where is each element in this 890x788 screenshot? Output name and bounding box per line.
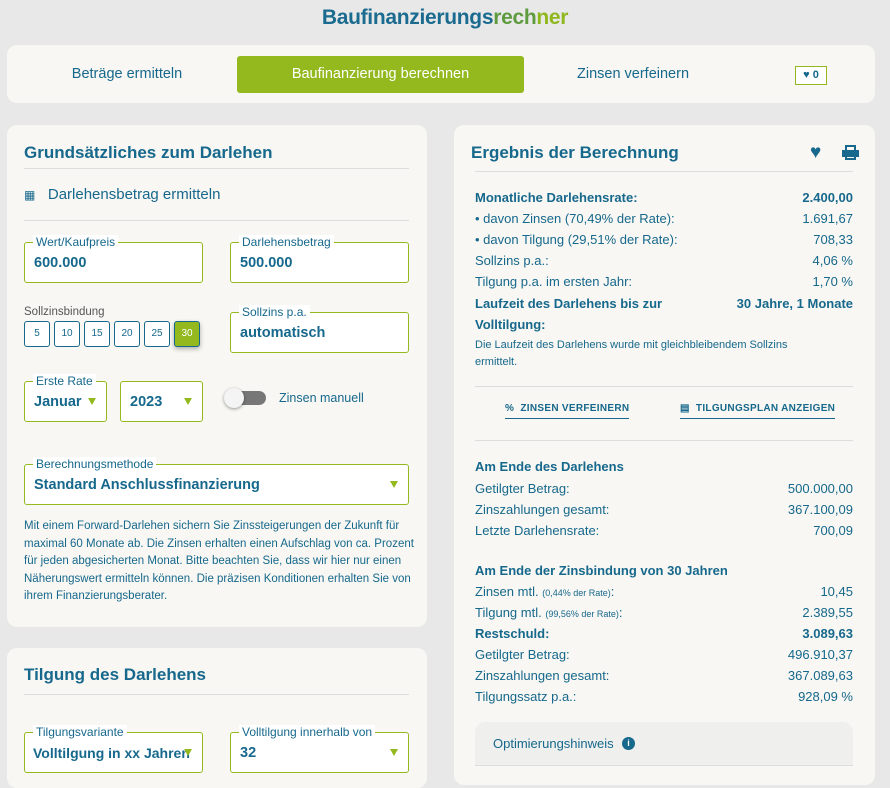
darlehensbetrag-input[interactable]: Darlehensbetrag 500.000: [230, 235, 409, 283]
result-row: Getilgter Betrag: 500.000,00: [475, 481, 853, 496]
kaufpreis-input[interactable]: Wert/Kaufpreis 600.000: [24, 235, 203, 283]
result-row: Restschuld: 3.089,63: [475, 626, 853, 641]
tilgung-card: Tilgung des Darlehens Tilgungsvariante Vo…: [7, 648, 427, 788]
chevron-down-icon: [390, 481, 398, 488]
ergebnis-card: Ergebnis der Berechnung ♥ Monatliche Dar…: [454, 125, 875, 785]
sollzinsbindung-option-30[interactable]: 30: [174, 321, 200, 347]
table-icon: ▤: [680, 403, 690, 414]
result-row: Tilgungssatz p.a.: 928,09 %: [475, 689, 853, 704]
laufzeit-row: Laufzeit des Darlehens bis zur Volltilgu…: [475, 296, 853, 332]
calc-link[interactable]: ▦ Darlehensbetrag ermitteln: [24, 186, 221, 203]
erste-rate-month-select[interactable]: Erste Rate Januar: [24, 374, 107, 422]
laufzeit-block: Laufzeit des Darlehens bis zur Volltilgu…: [475, 293, 853, 371]
sollzinsbindung-option-20[interactable]: 20: [114, 321, 140, 347]
sollzinsbindung-option-25[interactable]: 25: [144, 321, 170, 347]
sollzins-input[interactable]: Sollzins p.a. automatisch: [230, 305, 409, 353]
chevron-down-icon: [184, 749, 192, 756]
chevron-down-icon: [390, 749, 398, 756]
result-row: • davon Zinsen (70,49% der Rate): 1.691,6…: [475, 211, 853, 226]
calculator-icon: ▦: [24, 188, 36, 202]
chevron-down-icon: [184, 398, 192, 405]
zinsen-verfeinern-link[interactable]: % ZINSEN VERFEINERN: [505, 403, 630, 419]
section-title: Ergebnis der Berechnung: [471, 143, 679, 162]
section-title: Grundsätzliches zum Darlehen: [24, 143, 273, 162]
optimierungshinweis-panel[interactable]: Optimierungshinweis i: [475, 722, 853, 766]
erste-rate-year-select[interactable]: 2023: [120, 381, 203, 422]
zinsen-manuell-toggle[interactable]: [224, 388, 266, 408]
zinsbindung-title: Am Ende der Zinsbindung von 30 Jahren: [475, 563, 728, 578]
section-title: Tilgung des Darlehens: [24, 665, 207, 684]
info-icon[interactable]: i: [622, 737, 635, 750]
chevron-down-icon: [88, 398, 96, 405]
result-row: • davon Tilgung (29,51% der Rate): 708,33: [475, 232, 853, 247]
forward-hinweis: Mit einem Forward-Darlehen sichern Sie Z…: [24, 520, 414, 602]
laufzeit-note: Die Laufzeit des Darlehens wurde mit gle…: [475, 339, 788, 368]
favorites-button[interactable]: ♥ 0: [795, 66, 827, 85]
tilgung-mtl-row: Tilgung mtl. (99,56% der Rate): 2.389,55: [475, 605, 853, 620]
sollzinsbindung-option-10[interactable]: 10: [54, 321, 80, 347]
result-row: Sollzins p.a.: 4,06 %: [475, 253, 853, 268]
nav-bar: Beträge ermitteln Baufinanzierung berech…: [7, 45, 875, 103]
sollzinsbindung-option-15[interactable]: 15: [84, 321, 110, 347]
tab-zinsen[interactable]: Zinsen verfeinern: [576, 66, 690, 82]
tilgungsplan-link[interactable]: ▤ TILGUNGSPLAN ANZEIGEN: [680, 403, 836, 419]
result-row: Tilgung p.a. im ersten Jahr: 1,70 %: [475, 274, 853, 289]
print-icon[interactable]: [842, 145, 859, 160]
page-title: Baufinanzierungsrechner: [321, 6, 569, 29]
result-row: Zinszahlungen gesamt: 367.100,09: [475, 502, 853, 517]
result-row: Letzte Darlehensrate: 700,09: [475, 523, 853, 538]
ende-title: Am Ende des Darlehens: [475, 459, 624, 474]
heart-icon: ♥: [803, 69, 810, 81]
result-row: Getilgter Betrag: 496.910,37: [475, 647, 853, 662]
result-row: Zinszahlungen gesamt: 367.089,63: [475, 668, 853, 683]
sollzinsbindung-option-5[interactable]: 5: [24, 321, 50, 347]
darlehen-card: Grundsätzliches zum Darlehen ▦ Darlehens…: [7, 125, 427, 627]
tab-betraege[interactable]: Beträge ermitteln: [71, 66, 183, 82]
zinsen-mtl-row: Zinsen mtl. (0,44% der Rate): 10,45: [475, 584, 853, 599]
zinsen-manuell-label: Zinsen manuell: [279, 391, 364, 405]
berechnungsmethode-select[interactable]: Berechnungsmethode Standard Anschlussfina…: [24, 457, 409, 505]
result-row: Monatliche Darlehensrate: 2.400,00: [475, 190, 853, 205]
percent-icon: %: [505, 403, 515, 414]
favorite-heart-icon[interactable]: ♥: [810, 142, 822, 163]
tab-baufinanzierung[interactable]: Baufinanzierung berechnen: [237, 56, 524, 93]
sollzinsbindung-label: Sollzinsbindung: [24, 306, 105, 318]
tilgungsvariante-select[interactable]: Tilgungsvariante Volltilgung in xx Jahren: [24, 725, 203, 773]
